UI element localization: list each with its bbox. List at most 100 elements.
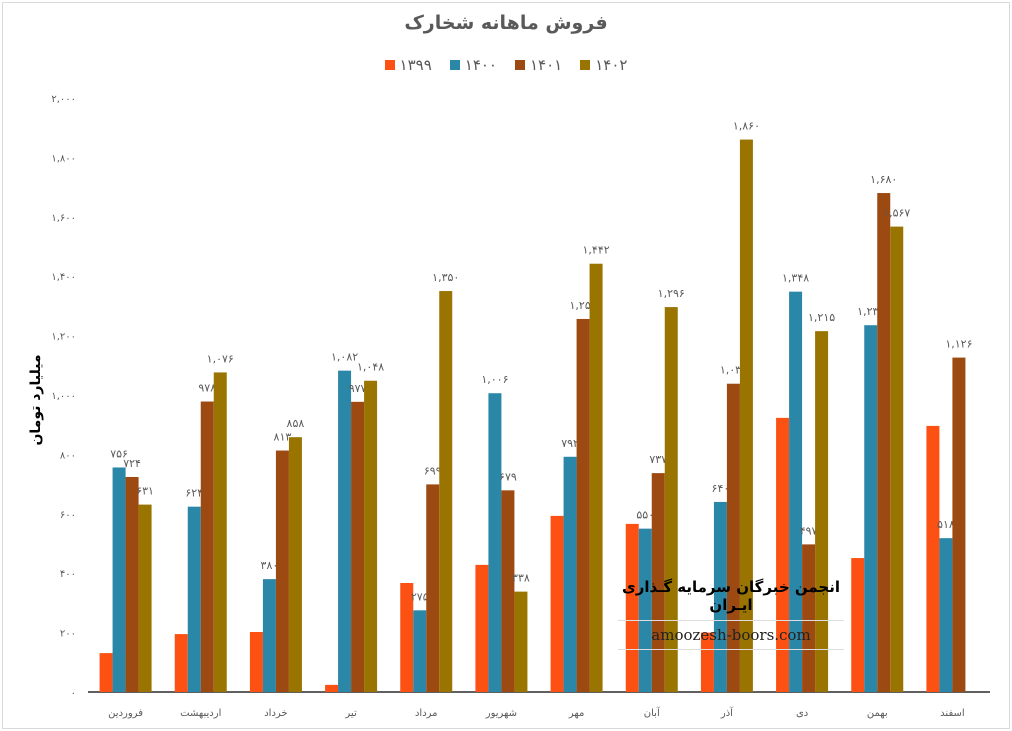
bar-۱۴۰۱ (426, 484, 440, 692)
bar-۱۴۰۰ (338, 370, 352, 692)
y-tick-label: ۰ (71, 688, 76, 699)
data-label: ۹۷۸ (198, 382, 216, 395)
data-label: ۸۵۸ (287, 417, 305, 430)
y-tick-label: ۴۰۰ (60, 569, 76, 580)
x-tick-label: بهمن (867, 708, 888, 719)
x-tick-label: آبان (644, 706, 661, 719)
legend-label: ۱۴۰۰ (464, 56, 497, 74)
y-tick-label: ۲۰۰ (60, 629, 76, 640)
data-label: ۱,۰۰۶ (481, 373, 508, 386)
bar-۱۴۰۲ (739, 139, 753, 692)
data-label: ۳۳۸ (512, 572, 530, 585)
bar-۱۴۰۱ (651, 473, 665, 692)
data-label: ۷۵۶ (110, 447, 128, 460)
bar-۱۳۹۹ (926, 425, 940, 692)
data-label: ۶۴۰ (712, 482, 730, 495)
bar-۱۴۰۲ (138, 504, 152, 692)
bar-۱۳۹۹ (851, 558, 865, 692)
chart-title: فروش ماهانه شخارک (404, 12, 608, 34)
bar-۱۳۹۹ (99, 653, 113, 692)
bar-۱۴۰۰ (262, 579, 276, 692)
y-tick-label: ۱,۰۰۰ (51, 391, 76, 402)
data-label: ۱,۲۹۶ (658, 287, 685, 300)
y-tick-label: ۸۰۰ (60, 450, 76, 461)
legend-swatch (580, 60, 591, 70)
data-label: ۶۲۴ (185, 487, 203, 500)
y-tick-label: ۲,۰۰۰ (51, 94, 76, 105)
data-label: ۷۳۷ (649, 453, 667, 466)
data-label: ۱,۳۵۰ (432, 271, 459, 284)
bar-۱۴۰۱ (200, 401, 214, 692)
legend-item: ۱۴۰۰ (449, 56, 497, 74)
bar-۱۴۰۰ (112, 467, 126, 692)
bar-۱۴۰۱ (351, 401, 365, 692)
data-label: ۱,۰۷۶ (207, 352, 234, 365)
bar-۱۴۰۲ (815, 331, 829, 692)
watermark-title: انجمن خبرگان سرمایه گـذاری ایـران (618, 578, 844, 621)
bar-۱۴۰۱ (802, 544, 816, 692)
data-label: ۱,۳۴۸ (782, 272, 809, 285)
watermark-url: amoozesh-boors.com (618, 621, 844, 650)
bar-۱۴۰۰ (939, 538, 953, 692)
legend-label: ۱۳۹۹ (399, 56, 432, 74)
legend: ۱۳۹۹ ۱۴۰۰ ۱۴۰۱ ۱۴۰۲ (0, 56, 1012, 74)
x-tick-label: دی (796, 708, 808, 719)
y-tick-label: ۶۰۰ (60, 510, 76, 521)
data-label: ۱,۸۶۰ (733, 120, 760, 133)
x-tick-label: اسفند (940, 708, 964, 719)
data-label: ۴۹۷ (800, 524, 818, 537)
x-tick-label: فروردین (108, 708, 143, 719)
bar-۱۳۹۹ (174, 634, 188, 692)
bar-۱۴۰۰ (789, 291, 803, 692)
legend-item: ۱۴۰۱ (515, 56, 562, 74)
x-tick-label: شهریور (485, 708, 517, 719)
legend-label: ۱۴۰۱ (530, 56, 563, 74)
bar-۱۴۰۲ (664, 307, 678, 692)
data-label: ۱,۰۸۲ (331, 351, 358, 364)
bar-۱۴۰۲ (514, 591, 528, 692)
legend-swatch (449, 60, 460, 70)
bar-۱۴۰۱ (952, 357, 966, 692)
data-label: ۱,۵۶۷ (883, 207, 910, 220)
bar-۱۴۰۱ (877, 193, 891, 693)
data-label: ۲۷۵ (411, 590, 429, 603)
bar-۱۴۰۰ (563, 456, 577, 692)
bar-۱۴۰۲ (589, 263, 603, 692)
y-tick-label: ۱,۲۰۰ (51, 332, 76, 343)
data-label: ۱,۶۸۰ (870, 173, 897, 186)
data-label: ۵۵۰ (636, 509, 654, 522)
bar-۱۳۹۹ (700, 632, 714, 692)
x-tick-label: مهر (568, 708, 584, 719)
bar-۱۴۰۰ (413, 610, 427, 692)
data-label: ۹۷۷ (349, 382, 367, 395)
data-label: ۷۹۲ (561, 437, 579, 450)
legend-label: ۱۴۰۲ (595, 56, 628, 74)
bar-۱۴۰۲ (288, 437, 302, 692)
bar-۱۴۰۲ (439, 291, 453, 692)
legend-item: ۱۴۰۲ (580, 56, 627, 74)
bar-۱۴۰۱ (125, 476, 139, 692)
watermark: انجمن خبرگان سرمایه گـذاری ایـران amooze… (618, 578, 844, 650)
bar-۱۴۰۰ (864, 325, 878, 692)
bar-۱۳۹۹ (400, 583, 414, 692)
bar-۱۴۰۰ (187, 506, 201, 692)
bar-۱۳۹۹ (249, 632, 263, 692)
bar-۱۳۹۹ (776, 417, 790, 692)
x-tick-label: آذر (720, 706, 734, 719)
bar-۱۴۰۱ (726, 383, 740, 692)
x-tick-label: اردیبهشت (180, 708, 221, 719)
bar-۱۴۰۱ (501, 490, 515, 692)
y-tick-label: ۱,۶۰۰ (51, 213, 76, 224)
data-label: ۶۹۹ (424, 464, 442, 477)
x-tick-label: تیر (344, 708, 357, 719)
data-label: ۵۱۸ (937, 518, 955, 531)
bar-۱۴۰۰ (638, 528, 652, 692)
bar-۱۴۰۱ (576, 318, 590, 692)
data-label: ۷۲۴ (123, 457, 141, 470)
bar-۱۳۹۹ (550, 515, 564, 692)
data-label: ۳۸۰ (261, 559, 279, 572)
data-label: ۱,۲۱۵ (808, 311, 835, 324)
legend-swatch (515, 60, 525, 70)
